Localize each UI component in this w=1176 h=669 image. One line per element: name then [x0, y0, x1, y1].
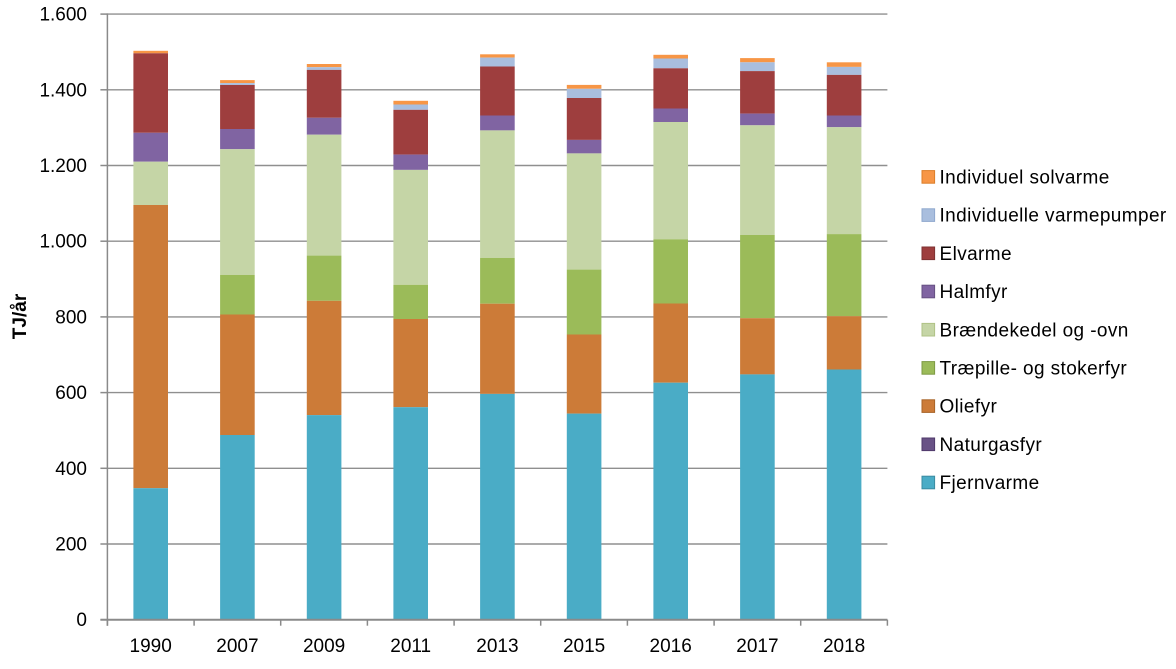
svg-text:Brændekedel og -ovn: Brændekedel og -ovn	[940, 320, 1129, 341]
svg-text:200: 200	[55, 535, 87, 556]
svg-text:2017: 2017	[736, 636, 778, 657]
svg-text:2013: 2013	[476, 636, 518, 657]
svg-text:1.000: 1.000	[39, 232, 87, 253]
svg-text:1.400: 1.400	[39, 80, 87, 101]
svg-text:TJ/år: TJ/år	[10, 293, 31, 339]
svg-text:2018: 2018	[823, 636, 865, 657]
svg-text:1.600: 1.600	[39, 5, 87, 26]
svg-text:400: 400	[55, 459, 87, 480]
svg-text:2015: 2015	[563, 636, 605, 657]
svg-text:0: 0	[76, 610, 87, 631]
svg-text:Individuel solvarme: Individuel solvarme	[940, 168, 1110, 189]
svg-text:2011: 2011	[390, 636, 431, 657]
svg-text:Fjernvarme: Fjernvarme	[940, 473, 1040, 494]
svg-text:Elvarme: Elvarme	[940, 244, 1012, 265]
svg-text:800: 800	[55, 307, 87, 328]
svg-text:600: 600	[55, 383, 87, 404]
svg-text:1.200: 1.200	[39, 156, 87, 177]
svg-text:Træpille- og stokerfyr: Træpille- og stokerfyr	[940, 359, 1128, 380]
svg-text:2016: 2016	[650, 636, 692, 657]
svg-text:Individuelle varmepumper: Individuelle varmepumper	[940, 206, 1167, 227]
svg-text:Naturgasfyr: Naturgasfyr	[940, 435, 1043, 456]
svg-text:Oliefyr: Oliefyr	[940, 397, 998, 418]
svg-text:1990: 1990	[130, 636, 172, 657]
svg-text:2009: 2009	[303, 636, 345, 657]
svg-text:Halmfyr: Halmfyr	[940, 282, 1009, 303]
svg-text:2007: 2007	[216, 636, 258, 657]
